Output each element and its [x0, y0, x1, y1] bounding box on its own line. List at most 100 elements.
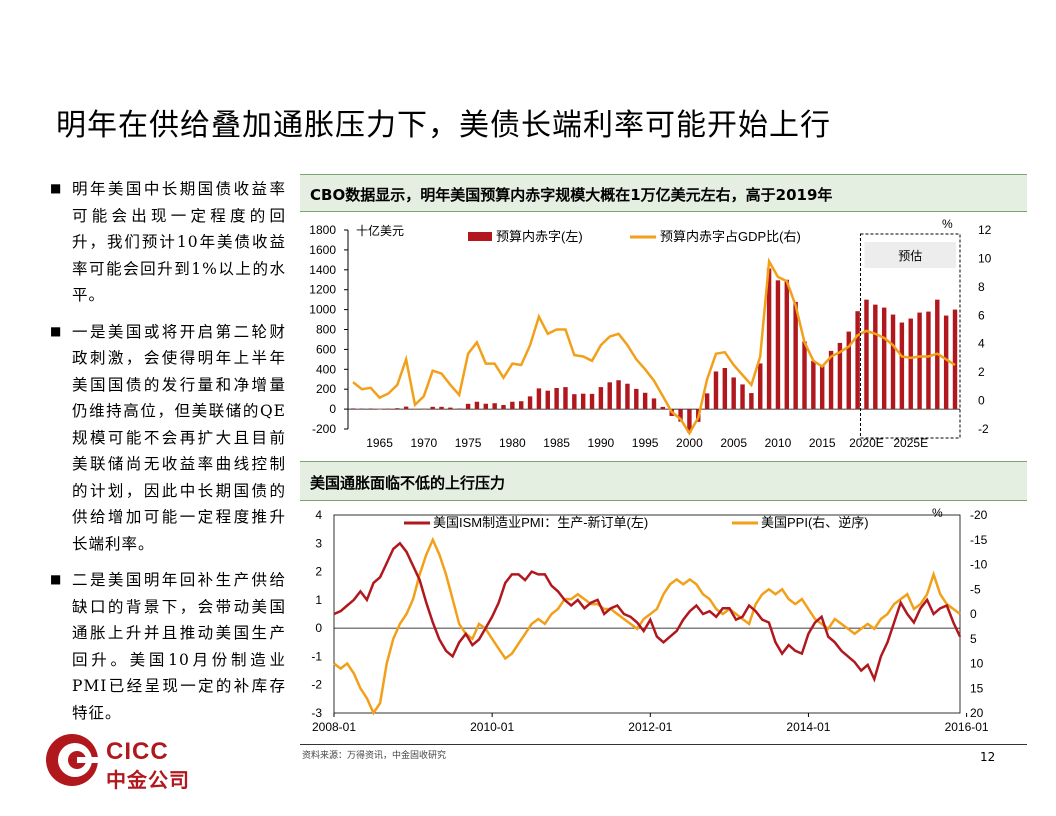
deficit-bar — [952, 309, 958, 410]
left-tick-label: 1600 — [309, 243, 336, 257]
legend-ism-label: 美国ISM制造业PMI：生产-新订单(左) — [433, 515, 648, 530]
source-note: 资料来源：万得资讯，中金固收研究 — [302, 751, 447, 761]
deficit-bar — [518, 401, 524, 410]
deficit-bar — [819, 365, 825, 410]
deficit-bar — [589, 393, 595, 410]
logo-en: CICC — [106, 738, 169, 765]
deficit-bar — [616, 380, 621, 410]
x-tick-label: 1985 — [543, 436, 570, 450]
left-tick-label: -200 — [312, 422, 336, 436]
x-tick-label: 2008-01 — [312, 720, 356, 734]
deficit-bar — [421, 408, 427, 410]
deficit-bar — [784, 279, 790, 410]
deficit-chart: -200 0 200 400 600 800 1000 1200 1400 1600 1800 -2 0… — [309, 217, 992, 450]
deficit-bar — [359, 408, 365, 410]
left-tick-label: 1800 — [309, 223, 336, 237]
right-tick-label: 12 — [978, 223, 992, 237]
chart1-title: CBO数据显示，明年美国预算内赤字规模大概在1万亿美元左右，高于2019年 — [310, 186, 833, 204]
deficit-bar — [465, 403, 471, 410]
logo-cn: 中金公司 — [106, 768, 190, 792]
x-tick-label: 1970 — [410, 436, 437, 450]
bullet-text: 二是美国明年回补生产供给缺口的背景下，会带动美国通胀上升并且推动美国生产回升。美… — [72, 571, 286, 722]
deficit-bar — [492, 403, 497, 410]
deficit-bar — [758, 363, 763, 410]
bullet-item: ■ 一是美国或将开启第二轮财政刺激，会使得明年上半年美国国债的发行量和净增量仍维… — [50, 319, 290, 558]
forecast-label: 预估 — [898, 249, 922, 263]
logo-text: CICC 中金公司 — [106, 738, 190, 793]
deficit-bar — [855, 311, 860, 410]
right-tick-label: 8 — [978, 280, 985, 294]
x-tick-label: 2000 — [676, 436, 703, 450]
left-tick-label: -1 — [311, 649, 322, 663]
ppi-line — [333, 536, 961, 716]
deficit-bar — [483, 403, 489, 410]
forecast-box — [859, 233, 961, 439]
x-tick-label: 1965 — [366, 436, 393, 450]
chart1-title-bar: CBO数据显示，明年美国预算内赤字规模大概在1万亿美元左右，高于2019年 — [300, 174, 1027, 212]
x-tick-label: 2020E — [849, 436, 884, 450]
right-tick-label: 10 — [978, 251, 992, 265]
legend-bar-label: 预算内赤字(左) — [496, 229, 583, 244]
deficit-bar — [802, 341, 807, 410]
bullet-text: 一是美国或将开启第二轮财政刺激，会使得明年上半年美国国债的发行量和净增量仍维持高… — [72, 322, 286, 553]
ism-line — [333, 541, 962, 683]
chart2-title: 美国通胀面临不低的上行压力 — [310, 474, 506, 492]
deficit-bar — [873, 304, 878, 410]
deficit-bar — [430, 406, 435, 410]
left-tick-label: 1 — [315, 593, 322, 607]
deficit-bar — [527, 396, 533, 410]
left-tick-label: 0 — [315, 621, 322, 635]
deficit-bar — [811, 360, 816, 410]
left-tick-label: 3 — [315, 536, 322, 550]
bullet-text: 明年美国中长期国债收益率可能会出现一定程度的回升，我们预计10年美债收益率可能会… — [72, 180, 286, 304]
left-tick-label: 0 — [329, 402, 336, 416]
deficit-bar — [403, 406, 409, 410]
deficit-bar — [793, 301, 798, 410]
cicc-logo-icon — [46, 734, 100, 786]
deficit-bar — [890, 314, 896, 410]
right-tick-label: -20 — [970, 508, 988, 522]
source-divider — [300, 744, 1027, 745]
deficit-bar — [917, 312, 922, 410]
right-unit: % — [942, 217, 953, 231]
page-title: 明年在供给叠加通胀压力下，美债长端利率可能开始上行 — [56, 108, 831, 143]
bullet-square-icon: ■ — [50, 181, 62, 195]
deficit-bar — [775, 280, 781, 410]
deficit-bar — [545, 390, 550, 410]
x-tick-label: 2016-01 — [945, 720, 989, 734]
plot-frame — [333, 514, 961, 714]
deficit-bar — [899, 322, 905, 410]
chart2-title-bar: 美国通胀面临不低的上行压力 — [300, 461, 1027, 501]
deficit-bar — [510, 401, 515, 410]
right-tick-label: -10 — [970, 558, 988, 572]
x-tick-label: 2010-01 — [470, 720, 514, 734]
deficit-bar — [386, 408, 391, 410]
x-tick-label: 2005 — [720, 436, 747, 450]
deficit-bar — [766, 268, 772, 410]
deficit-bar — [439, 406, 444, 410]
right-tick-label: -2 — [978, 422, 989, 436]
right-unit: % — [932, 506, 943, 520]
deficit-bar — [377, 409, 382, 410]
deficit-bar — [660, 406, 666, 410]
deficit-bar — [651, 398, 657, 410]
deficit-bar — [828, 350, 834, 410]
forecast-label-bg — [864, 242, 956, 268]
left-tick-label: 400 — [316, 362, 336, 376]
right-tick-label: 4 — [978, 337, 985, 351]
deficit-bar — [722, 368, 728, 410]
page-number: 12 — [980, 750, 996, 764]
deficit-bar — [634, 388, 639, 410]
bullet-item: ■ 二是美国明年回补生产供给缺口的背景下，会带动美国通胀上升并且推动美国生产回升… — [50, 567, 290, 726]
bullet-list: ■ 明年美国中长期国债收益率可能会出现一定程度的回升，我们预计10年美债收益率可… — [50, 176, 290, 736]
right-tick-label: 10 — [970, 657, 984, 671]
legend-line-label: 预算内赤字占GDP比(右) — [660, 229, 801, 244]
x-tick-label: 2012-01 — [628, 720, 672, 734]
gdp-ratio-line — [352, 257, 956, 436]
deficit-bar — [846, 331, 851, 410]
deficit-bar — [943, 315, 949, 410]
left-tick-label: 800 — [316, 323, 336, 337]
deficit-bar — [395, 408, 400, 410]
right-tick-label: 2 — [978, 365, 985, 379]
